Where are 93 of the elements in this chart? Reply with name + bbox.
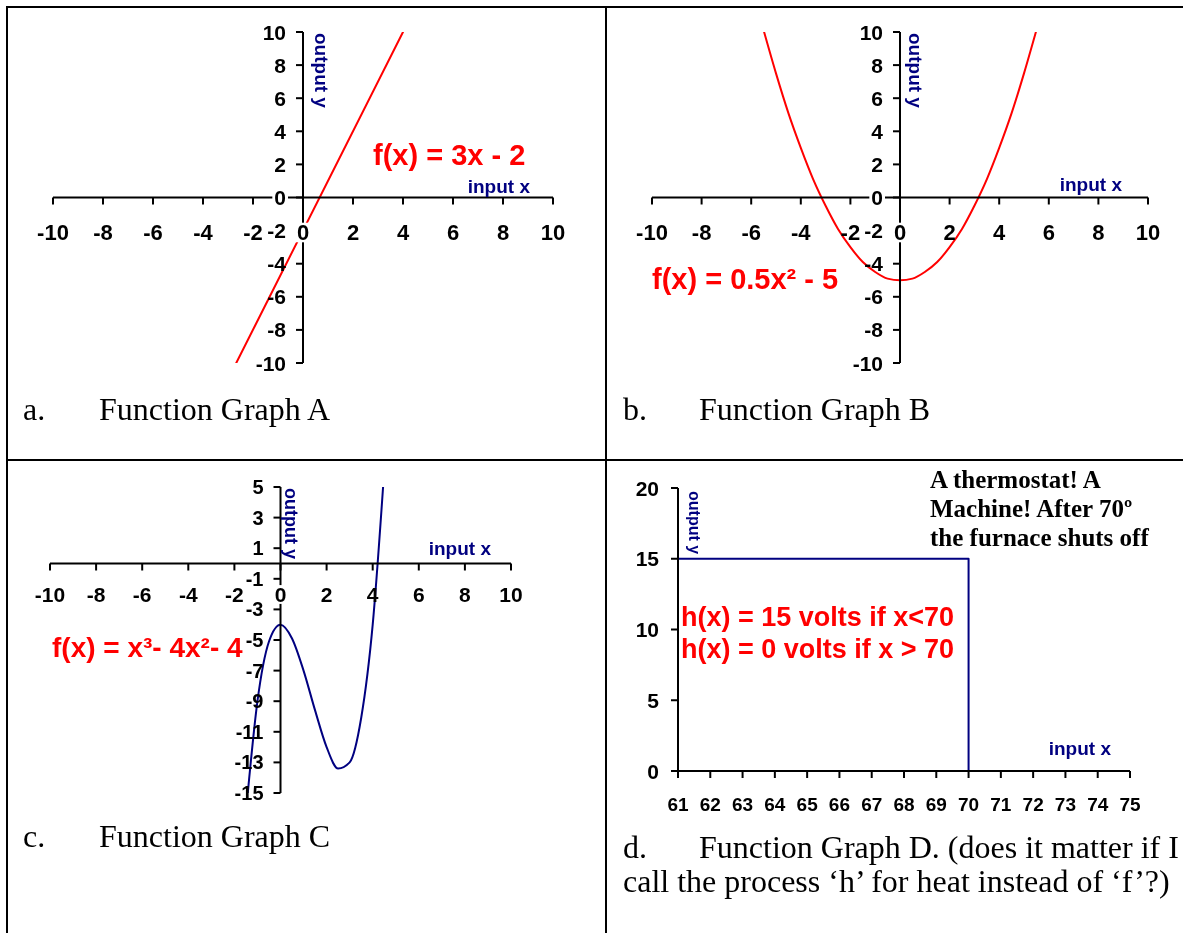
x-tick-label: 8	[459, 583, 472, 606]
y-tick-label: 3	[252, 506, 264, 529]
x-tick-label: -2	[840, 220, 861, 245]
annotation: h(x) = 0 volts if x > 70	[681, 634, 955, 664]
x-tick-label: 2	[320, 583, 333, 606]
y-tick-label: -8	[267, 318, 287, 342]
annotation: f(x) = 3x - 2	[373, 139, 526, 171]
y-tick-label: 5	[252, 476, 264, 498]
y-tick-label: -5	[245, 629, 264, 651]
x-tick-label: 73	[1054, 793, 1076, 815]
text: b. Function Graph B	[623, 391, 932, 427]
annotation: f(x) = 0.5x² - 5	[652, 263, 839, 295]
annotation: A thermostat! A Machine! After 70º the furnace shuts off	[930, 465, 1150, 552]
y-tick-label: 10	[859, 20, 883, 44]
x-axis-title: input x	[1059, 173, 1122, 195]
y-tick-label: 10	[635, 618, 659, 641]
x-tick-label: 62	[699, 793, 721, 815]
x-tick-label: -6	[741, 220, 761, 245]
annotation: h(x) = 15 volts if x<70	[681, 602, 955, 632]
x-tick-label: -8	[93, 220, 113, 245]
y-tick-label: -10	[852, 351, 883, 375]
x-tick-label: 67	[861, 793, 883, 815]
x-tick-label: -8	[691, 220, 712, 245]
x-tick-label: 63	[732, 793, 754, 815]
y-axis-title: output y	[280, 488, 301, 559]
x-tick-label: 8	[1092, 220, 1105, 245]
y-tick-label: 10	[262, 20, 286, 44]
x-tick-label: 0	[296, 220, 310, 245]
text: d. Function Graph D. (does it matter if I call the process ‘h’ for heat instead of ‘f’?)	[623, 829, 1180, 899]
x-tick-label: 66	[828, 793, 850, 815]
y-tick-label: 15	[635, 547, 660, 571]
x-tick-label: -10	[34, 583, 66, 606]
x-tick-label: -4	[178, 583, 198, 606]
x-tick-label: -4	[193, 220, 214, 245]
y-tick-label: 0	[871, 186, 883, 209]
x-tick-label: 69	[925, 793, 947, 815]
x-tick-label: -6	[143, 220, 163, 245]
y-tick-label: 1	[252, 537, 264, 560]
y-tick-label: 4	[274, 119, 287, 143]
annotation: f(x) = x³- 4x²- 4	[52, 632, 243, 663]
y-tick-label: 20	[635, 476, 659, 500]
y-tick-label: -4	[267, 252, 287, 276]
x-tick-label: 72	[1022, 793, 1044, 815]
x-tick-label: 8	[496, 220, 510, 245]
y-tick-label: -8	[864, 318, 884, 342]
y-tick-label: 6	[274, 86, 286, 110]
x-tick-label: 70	[958, 793, 980, 815]
x-tick-label: 4	[993, 220, 1007, 245]
y-tick-label: 6	[871, 86, 883, 110]
y-tick-label: -1	[245, 567, 264, 590]
y-tick-label: -4	[864, 252, 884, 276]
x-tick-label: 10	[1135, 220, 1161, 245]
x-axis-title: input x	[1048, 738, 1111, 759]
x-tick-label: 6	[1042, 220, 1055, 245]
x-tick-label: 6	[412, 583, 425, 606]
x-tick-label: 10	[540, 220, 566, 245]
x-tick-label: 71	[990, 793, 1012, 815]
y-tick-label: 2	[274, 152, 286, 176]
x-tick-label: 10	[499, 583, 523, 606]
x-tick-label: 65	[796, 793, 819, 815]
x-tick-label: 64	[764, 793, 786, 815]
x-tick-label: -4	[791, 220, 812, 245]
x-tick-label: 6	[446, 220, 460, 245]
x-tick-label: 68	[893, 793, 915, 815]
x-tick-label: 74	[1087, 793, 1109, 815]
y-tick-label: -15	[234, 782, 264, 804]
text: c. Function Graph C	[23, 818, 332, 854]
y-axis-title: output y	[686, 491, 703, 555]
y-tick-label: -10	[255, 351, 286, 375]
x-tick-label: -10	[37, 220, 69, 245]
y-tick-label: 8	[871, 53, 884, 77]
x-tick-label: -6	[132, 583, 152, 606]
x-tick-label: 0	[893, 220, 907, 245]
y-tick-label: 8	[274, 53, 287, 77]
x-tick-label: 61	[667, 793, 689, 815]
x-tick-label: 2	[346, 220, 360, 245]
y-tick-label: 4	[871, 119, 884, 143]
x-tick-label: 4	[396, 220, 410, 245]
y-tick-label: 5	[647, 688, 660, 712]
y-tick-label: -6	[267, 285, 286, 309]
x-tick-label: -8	[86, 583, 106, 606]
y-axis-title: output y	[905, 33, 926, 108]
y-tick-label: -3	[245, 598, 264, 621]
text: a. Function Graph A	[23, 391, 332, 427]
y-tick-label: -6	[864, 285, 883, 309]
x-tick-label: 2	[943, 220, 956, 245]
x-axis-title: input x	[428, 537, 491, 559]
x-axis-title: input x	[467, 175, 530, 197]
y-tick-label: 0	[274, 186, 286, 209]
y-tick-label: 2	[871, 152, 883, 176]
y-tick-label: 0	[647, 759, 659, 783]
x-tick-label: 75	[1119, 793, 1141, 815]
y-axis-title: output y	[311, 33, 332, 108]
